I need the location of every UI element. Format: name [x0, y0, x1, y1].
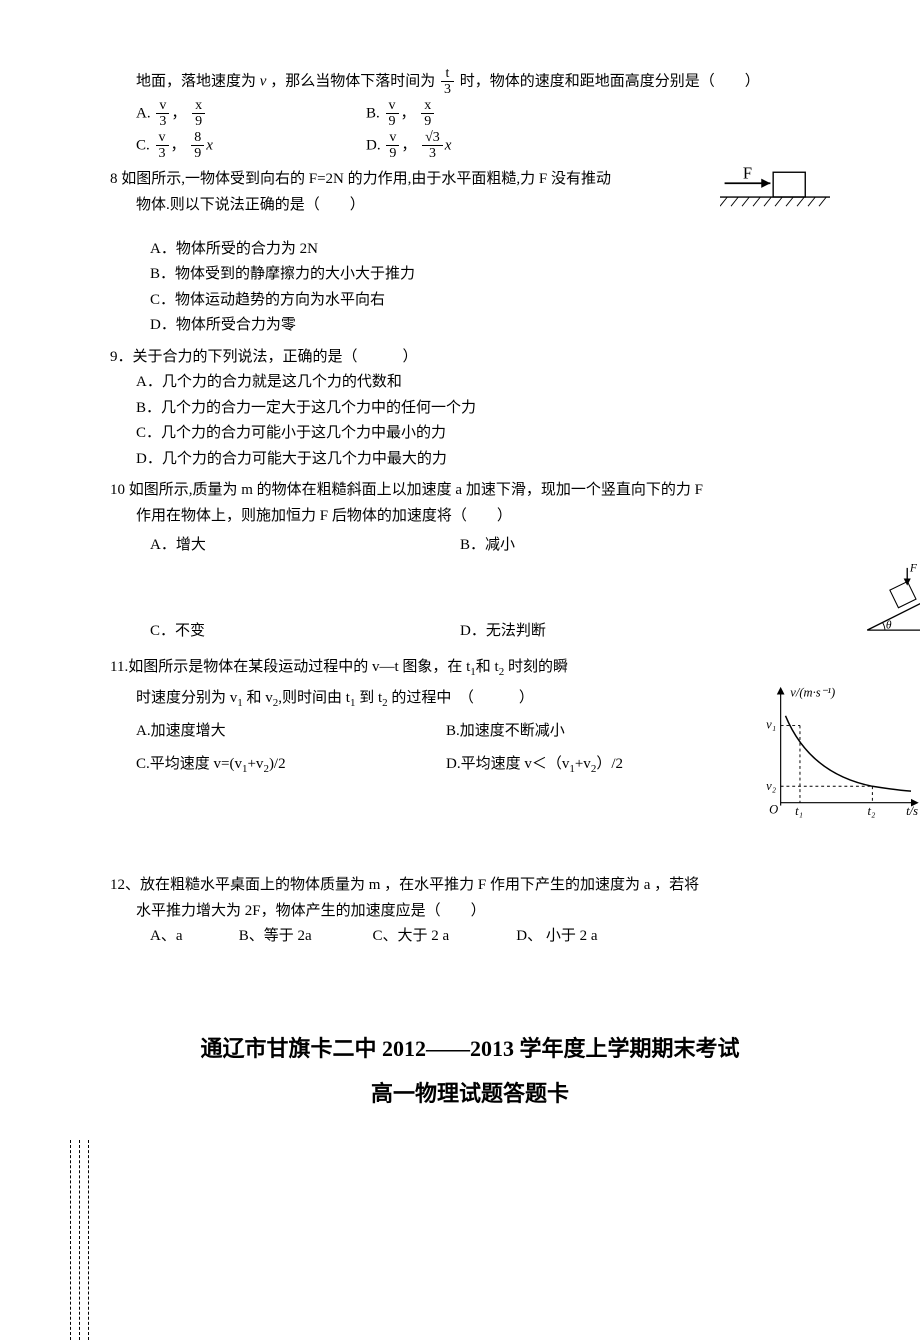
- t2-label: t₂: [868, 804, 876, 818]
- text: 地面，落地速度为: [136, 73, 256, 89]
- question-10: 10 如图所示,质量为 m 的物体在粗糙斜面上以加速度 a 加速下滑，现加一个竖…: [110, 478, 830, 649]
- fraction: 89: [191, 130, 204, 162]
- q12-options: A、a B、等于 2a C、大于 2 a D、 小于 2 a: [110, 924, 830, 950]
- q10-stem-line2: 作用在物体上，则施加恒力 F 后物体的加速度将（ ）: [110, 504, 830, 530]
- option-C: C.平均速度 v=(v1+v2)/2: [136, 748, 446, 781]
- q11-figure: v/(m·s⁻¹) v₁ v₂ O t₁ t₂ t/s: [756, 682, 920, 832]
- option-D: D．无法判断: [460, 619, 770, 645]
- option-B: B. v9， x9: [366, 98, 596, 130]
- x: x: [206, 137, 213, 153]
- title-sub: 高一物理试题答题卡: [110, 1075, 830, 1112]
- fraction: v3: [156, 98, 169, 130]
- option-A: A．几个力的合力就是这几个力的代数和: [136, 370, 830, 396]
- text: 时，物体的速度和距地面高度分别是（ ）: [460, 73, 760, 89]
- q8-figure: F: [720, 167, 830, 237]
- question-9: 9．关于合力的下列说法，正确的是（ ） A．几个力的合力就是这几个力的代数和 B…: [110, 345, 830, 473]
- origin-label: O: [769, 802, 778, 816]
- label: B.: [366, 105, 380, 121]
- fraction: v9: [386, 130, 399, 162]
- option-B: B．物体受到的静摩擦力的大小大于推力: [150, 262, 830, 288]
- option-A: A. v3， x9: [136, 98, 366, 130]
- q7-options-row2: C. v3， 89x D. v9， √33x: [110, 130, 830, 162]
- denominator: 3: [441, 82, 454, 97]
- q8-stem-line2: 物体.则以下说法正确的是（ ）: [110, 193, 720, 219]
- angle-label: θ: [886, 620, 892, 632]
- option-B: B．几个力的合力一定大于这几个力中的任何一个力: [136, 396, 830, 422]
- y-axis-label: v/(m·s⁻¹): [790, 685, 835, 699]
- option-D: D.平均速度 v＜（v1+v2）/2: [446, 748, 756, 781]
- q12-stem-line1: 12、放在粗糙水平桌面上的物体质量为 m ，在水平推力 F 作用下产生的加速度为…: [110, 873, 830, 899]
- option-D: D．几个力的合力可能大于这几个力中最大的力: [136, 447, 830, 473]
- option-C: C．物体运动趋势的方向为水平向右: [150, 288, 830, 314]
- label: D.: [366, 137, 381, 153]
- q10-stem-line1: 10 如图所示,质量为 m 的物体在粗糙斜面上以加速度 a 加速下滑，现加一个竖…: [110, 478, 830, 504]
- option-C: C．不变: [150, 619, 460, 645]
- t1-label: t₁: [795, 804, 803, 818]
- option-D: D. v9， √33x: [366, 130, 596, 162]
- option-A: A.加速度增大: [136, 715, 446, 748]
- x: x: [445, 137, 452, 153]
- fraction: v9: [386, 98, 399, 130]
- binding-line: [70, 1140, 100, 1172]
- title-main: 通辽市甘旗卡二中 2012——2013 学年度上学期期末考试: [110, 1030, 830, 1067]
- option-C: C. v3， 89x: [136, 130, 366, 162]
- v2-label: v₂: [766, 779, 777, 793]
- fraction: t 3: [441, 66, 454, 98]
- fraction: x9: [421, 98, 434, 130]
- v1-label: v₁: [766, 717, 776, 731]
- fraction: v3: [156, 130, 169, 162]
- q10-figure: F θ: [770, 559, 920, 649]
- force-label-F: F: [909, 563, 918, 575]
- option-C: C．几个力的合力可能小于这几个力中最小的力: [136, 421, 830, 447]
- question-8: 8 如图所示,一物体受到向右的 F=2N 的力作用,由于水平面粗糙,力 F 没有…: [110, 167, 830, 339]
- text: ，那么当物体下落时间为: [270, 73, 435, 89]
- q8-stem-line1: 8 如图所示,一物体受到向右的 F=2N 的力作用,由于水平面粗糙,力 F 没有…: [110, 167, 720, 193]
- option-D: D、 小于 2 a: [516, 924, 597, 950]
- label: A.: [136, 105, 151, 121]
- x-axis-label: t/s: [906, 804, 918, 818]
- force-label-F: F: [743, 167, 752, 183]
- numerator: t: [441, 66, 454, 82]
- option-C: C、大于 2 a: [373, 924, 513, 950]
- q9-stem: 9．关于合力的下列说法，正确的是（ ）: [110, 345, 830, 371]
- option-A: A．增大: [150, 533, 460, 559]
- option-A: A、a: [150, 924, 235, 950]
- fraction: x9: [192, 98, 205, 130]
- option-B: B.加速度不断减小: [446, 715, 756, 748]
- q11-stem-line1: 11.如图所示是物体在某段运动过程中的 v—t 图象，在 t1和 t2 时刻的瞬: [110, 655, 830, 682]
- var-v: v: [260, 73, 267, 89]
- question-7: 地面，落地速度为 v ，那么当物体下落时间为 t 3 时，物体的速度和距地面高度…: [110, 66, 830, 161]
- question-11: 11.如图所示是物体在某段运动过程中的 v—t 图象，在 t1和 t2 时刻的瞬…: [110, 655, 830, 831]
- option-D: D．物体所受合力为零: [150, 313, 830, 339]
- option-B: B、等于 2a: [239, 924, 369, 950]
- option-B: B．减小: [460, 533, 770, 559]
- option-A: A．物体所受的合力为 2N: [150, 237, 830, 263]
- q12-stem-line2: 水平推力增大为 2F，物体产生的加速度应是（ ）: [110, 899, 830, 925]
- answer-sheet-title: 通辽市甘旗卡二中 2012——2013 学年度上学期期末考试 高一物理试题答题卡: [110, 1030, 830, 1113]
- question-12: 12、放在粗糙水平桌面上的物体质量为 m ，在水平推力 F 作用下产生的加速度为…: [110, 873, 830, 950]
- label: C.: [136, 137, 150, 153]
- q11-stem-line2: 时速度分别为 v1 和 v2,则时间由 t1 到 t2 的过程中 （ ）: [136, 682, 756, 715]
- fraction: √33: [422, 130, 443, 162]
- q7-stem: 地面，落地速度为 v ，那么当物体下落时间为 t 3 时，物体的速度和距地面高度…: [110, 66, 830, 98]
- q7-options-row1: A. v3， x9 B. v9， x9: [110, 98, 830, 130]
